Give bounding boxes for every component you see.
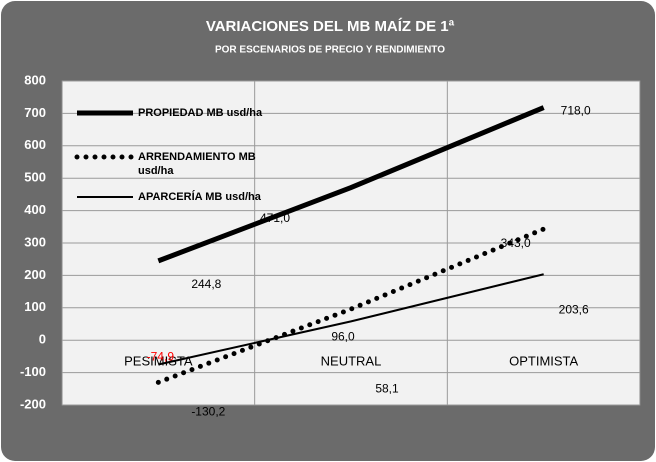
y-tick-label: 500 [24, 170, 46, 185]
data-label: 718,0 [561, 104, 591, 118]
data-label: 58,1 [375, 382, 399, 396]
x-tick-label: PESIMISTA [124, 354, 193, 369]
y-tick-label: 700 [24, 105, 46, 120]
legend-label: APARCERÍA MB usd/ha [138, 191, 261, 203]
data-label: 203,6 [559, 302, 589, 316]
legend-label: ARRENDAMIENTO MB usd/ha [138, 151, 256, 177]
data-label: -74,9 [147, 350, 175, 364]
y-tick-label: 200 [24, 267, 46, 282]
data-label: 471,0 [260, 211, 290, 225]
data-label: 96,0 [331, 329, 355, 343]
data-label: 343,0 [501, 236, 531, 250]
y-tick-label: 800 [24, 72, 46, 87]
x-tick-label: OPTIMISTA [509, 354, 578, 369]
chart-subtitle: POR ESCENARIOS DE PRECIO Y RENDIMIENTO [215, 45, 445, 56]
y-tick-label: 0 [39, 332, 46, 347]
x-tick-label: NEUTRAL [321, 354, 382, 369]
chart-title: VARIACIONES DEL MB MAÍZ DE 1ª [206, 18, 455, 35]
y-tick-label: 400 [24, 202, 46, 217]
y-tick-label: -200 [20, 396, 46, 411]
y-tick-label: 100 [24, 299, 46, 314]
series-line [158, 273, 544, 366]
y-tick-label: 300 [24, 234, 46, 249]
series-line [155, 226, 547, 385]
data-label: -130,2 [191, 405, 225, 419]
y-tick-label: 600 [24, 137, 46, 152]
y-tick-label: -100 [20, 364, 46, 379]
data-label: 244,8 [191, 277, 221, 291]
series-line [157, 105, 545, 264]
legend-label: PROPIEDAD MB usd/ha [138, 107, 263, 119]
